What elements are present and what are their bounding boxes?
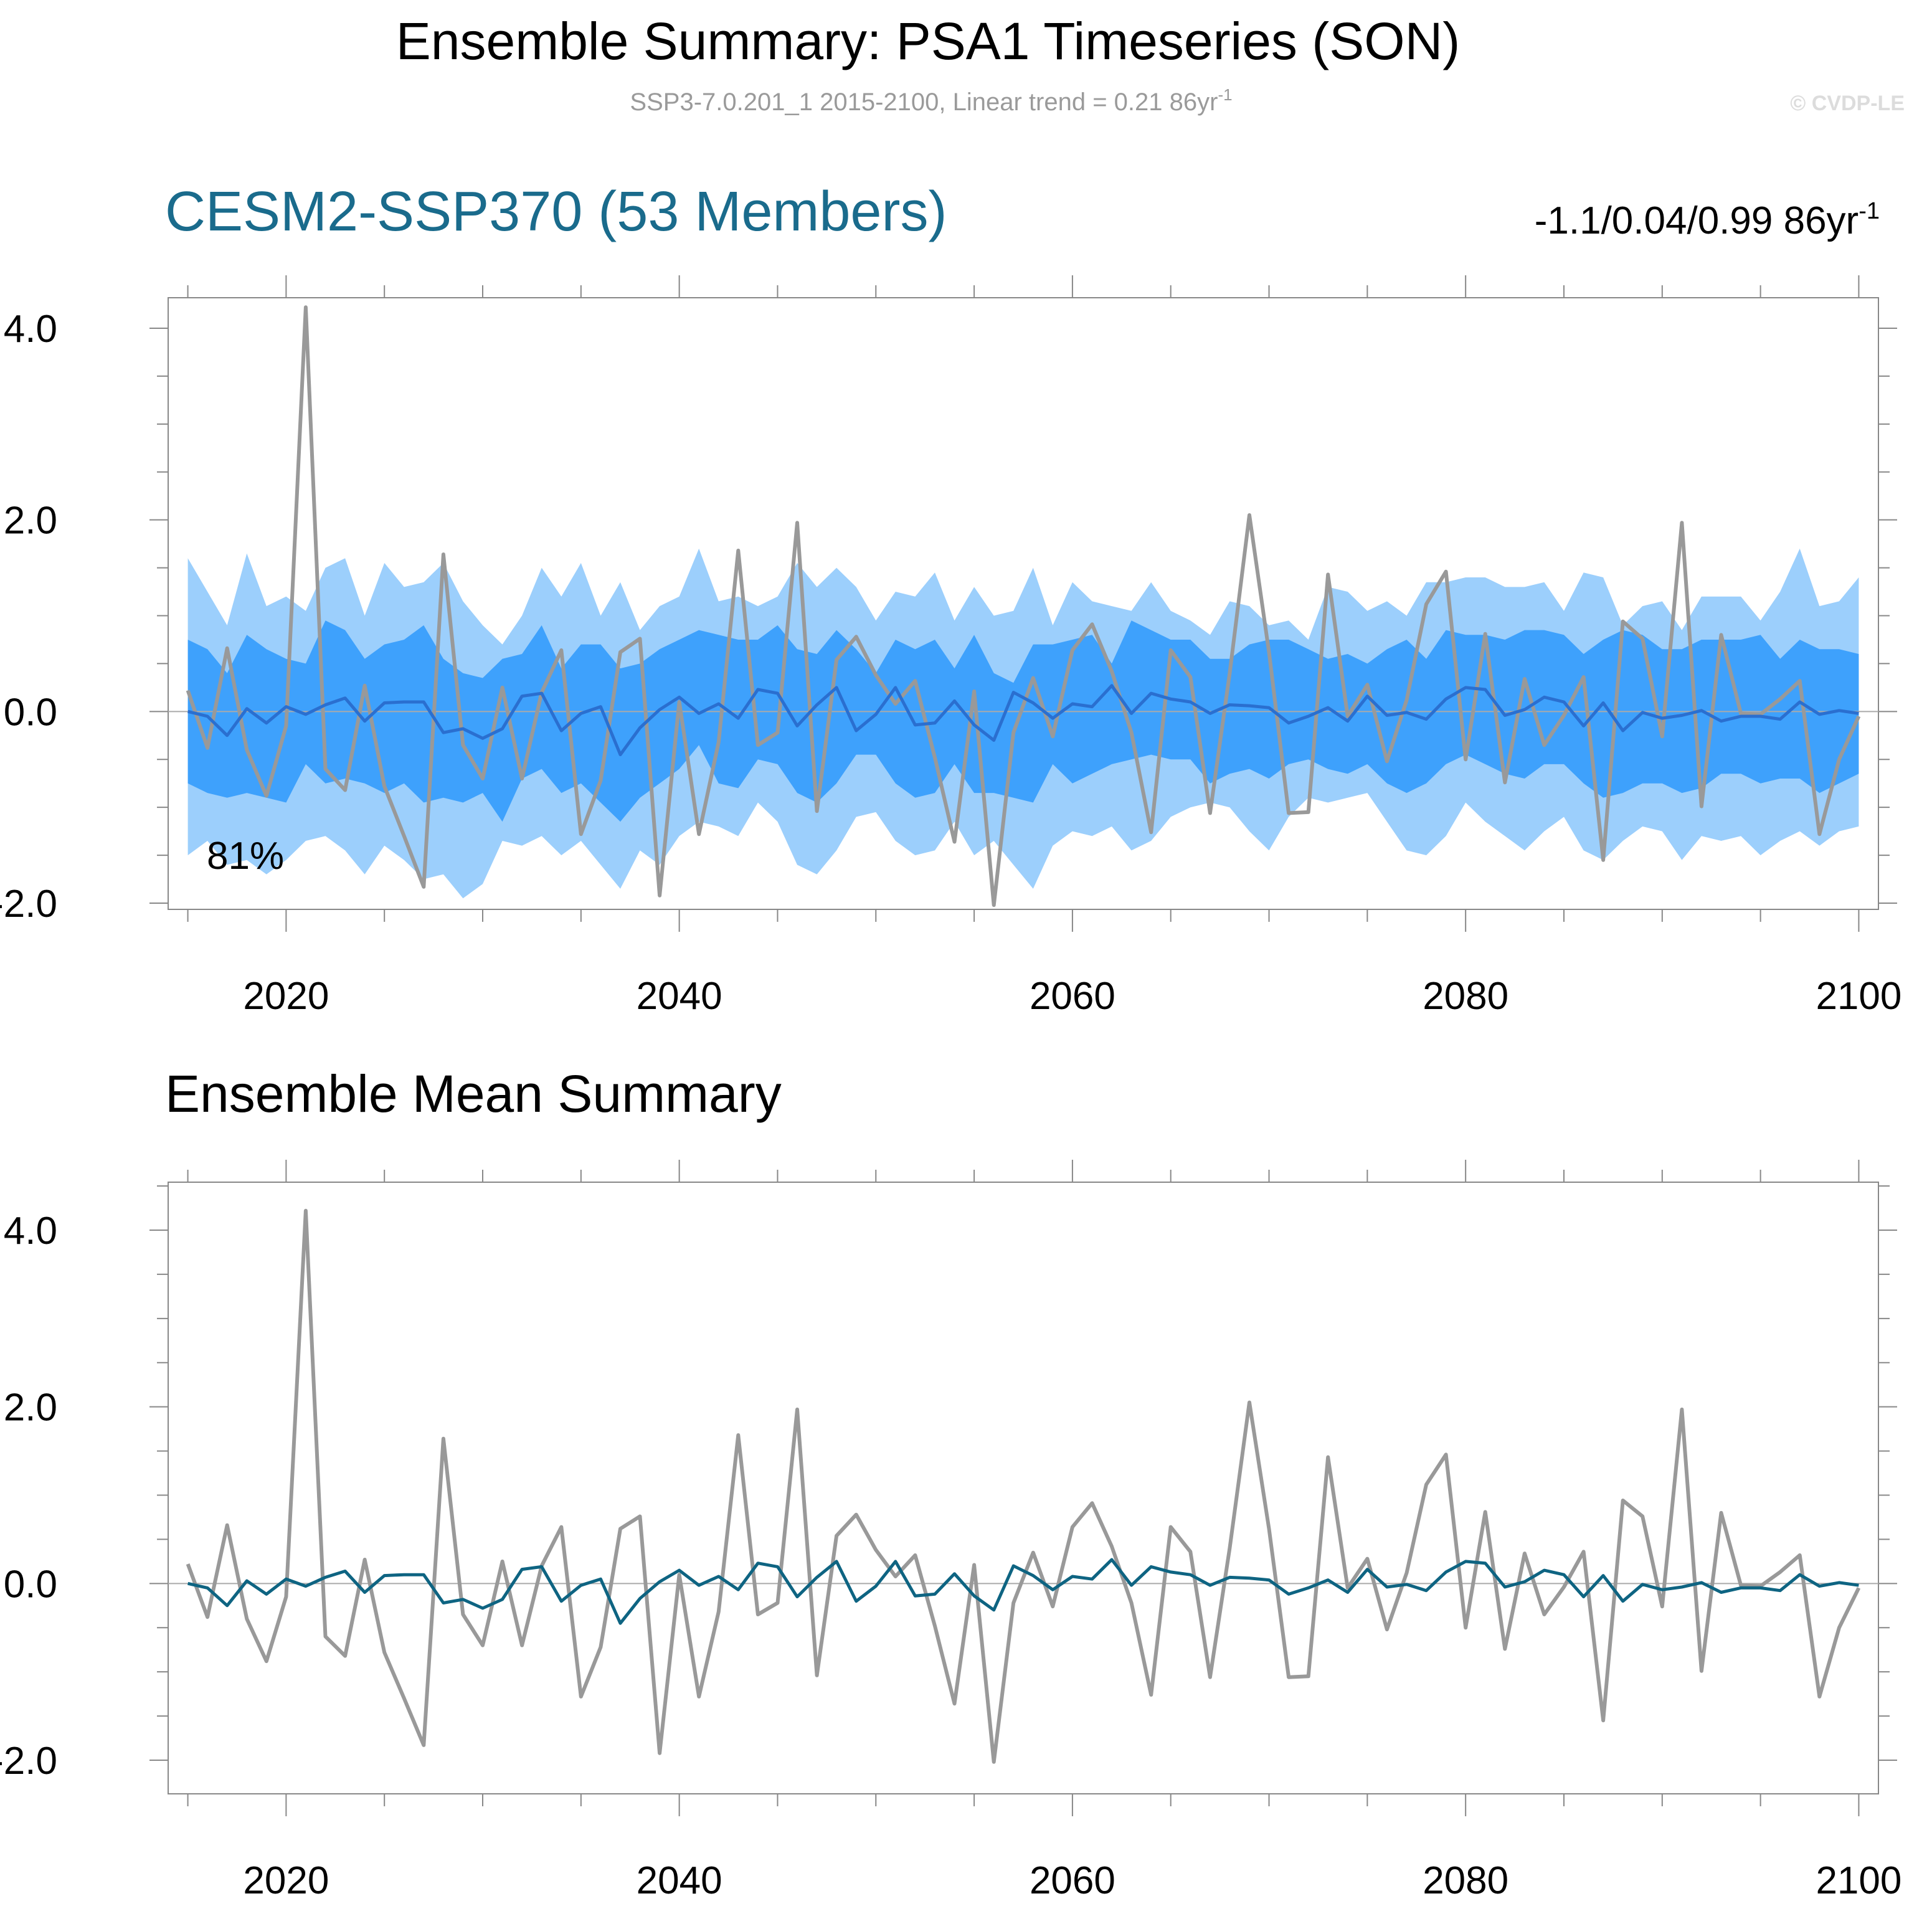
x-tick-label: 2100 <box>1816 1859 1901 1902</box>
x-tick-label: 2060 <box>1030 975 1115 1018</box>
x-tick-label: 2080 <box>1423 1859 1508 1902</box>
trend-range-superscript: -1 <box>1859 198 1880 224</box>
percent-annotation: 81% <box>207 835 284 878</box>
plot-frame <box>168 1182 1879 1794</box>
trend-range-label: -1.1/0.04/0.99 86yr-1 <box>1535 198 1880 242</box>
inner-range-band <box>187 620 1859 822</box>
observations-line <box>186 305 1861 908</box>
y-tick-label: 0.0 <box>4 1563 57 1606</box>
x-tick-label: 2080 <box>1423 975 1508 1018</box>
panel-title: CESM2-SSP370 (53 Members) <box>165 181 947 243</box>
watermark: © CVDP-LE <box>1790 92 1905 115</box>
subtitle-text: SSP3-7.0.201_1 2015-2100, Linear trend =… <box>630 88 1218 116</box>
observations-line <box>186 1208 1861 1764</box>
y-tick-label: 0.0 <box>4 691 57 734</box>
y-tick-label: -2.0 <box>0 883 57 926</box>
x-tick-label: 2020 <box>243 1859 329 1902</box>
y-tick-label: 4.0 <box>4 1210 57 1253</box>
ensemble-mean-line <box>187 684 1859 757</box>
subtitle-superscript: -1 <box>1218 85 1232 104</box>
x-tick-label: 2060 <box>1030 1859 1115 1902</box>
figure-title: Ensemble Summary: PSA1 Timeseries (SON) <box>396 12 1460 70</box>
x-tick-label: 2100 <box>1816 975 1901 1018</box>
trend-range-text: -1.1/0.04/0.99 86yr <box>1535 199 1859 242</box>
y-tick-label: 2.0 <box>4 500 57 543</box>
panel-title: Ensemble Mean Summary <box>165 1064 782 1123</box>
plot-frame <box>168 297 1879 910</box>
figure-subtitle: SSP3-7.0.201_1 2015-2100, Linear trend =… <box>630 85 1232 116</box>
ensemble-range-panel: CESM2-SSP370 (53 Members) -1.1/0.04/0.99… <box>0 181 1901 1018</box>
x-tick-label: 2020 <box>243 975 329 1018</box>
ensemble-mean-panel: Ensemble Mean Summary -2.0 0.0 2.0 4.0 2020 2… <box>0 1064 1901 1902</box>
ensemble-mean-line <box>187 1558 1859 1625</box>
y-tick-label: -2.0 <box>0 1740 57 1783</box>
y-tick-label: 4.0 <box>4 308 57 351</box>
x-tick-label: 2040 <box>637 1859 722 1902</box>
y-tick-label: 2.0 <box>4 1386 57 1429</box>
x-tick-label: 2040 <box>637 975 722 1018</box>
